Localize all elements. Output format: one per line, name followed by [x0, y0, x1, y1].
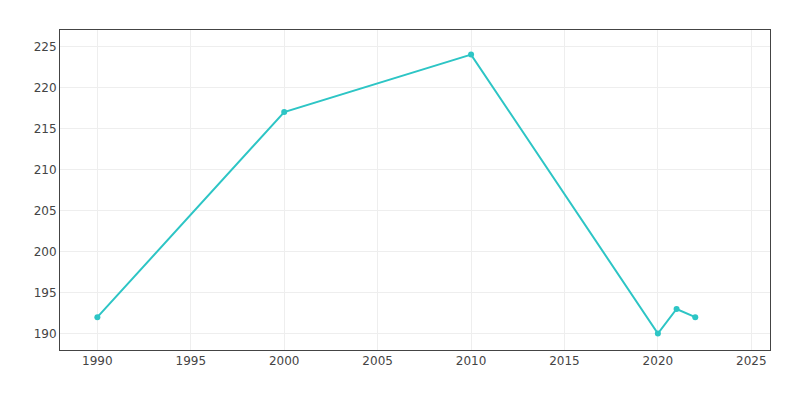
- svg-text:215: 215: [34, 122, 57, 136]
- svg-text:2025: 2025: [736, 354, 767, 368]
- svg-text:2010: 2010: [456, 354, 487, 368]
- svg-text:200: 200: [34, 245, 57, 259]
- svg-text:2000: 2000: [269, 354, 300, 368]
- svg-text:1995: 1995: [176, 354, 207, 368]
- svg-text:2020: 2020: [643, 354, 674, 368]
- svg-text:2015: 2015: [549, 354, 580, 368]
- svg-text:220: 220: [34, 81, 57, 95]
- svg-text:210: 210: [34, 163, 57, 177]
- svg-text:225: 225: [34, 40, 57, 54]
- svg-text:190: 190: [34, 327, 57, 341]
- svg-text:195: 195: [34, 286, 57, 300]
- svg-text:1990: 1990: [82, 354, 113, 368]
- svg-text:205: 205: [34, 204, 57, 218]
- svg-text:2005: 2005: [362, 354, 393, 368]
